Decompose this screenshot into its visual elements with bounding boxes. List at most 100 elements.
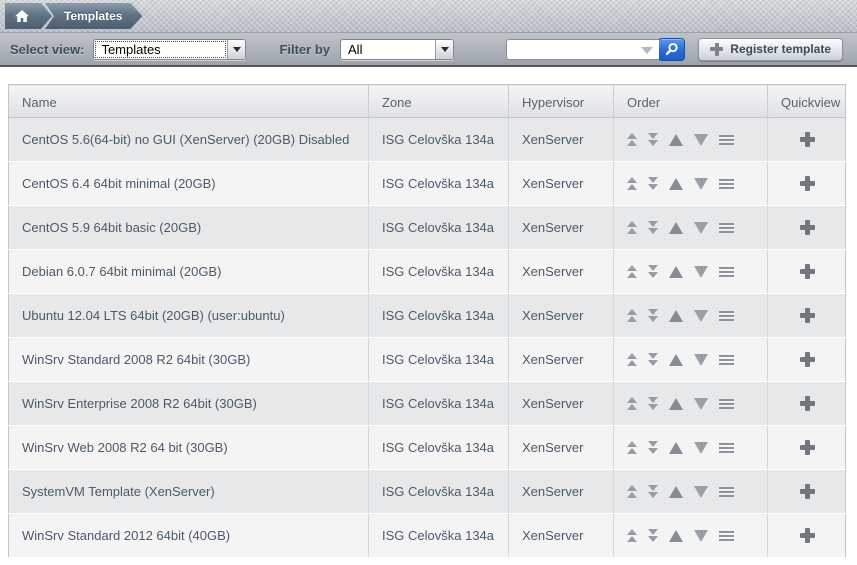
move-to-top-icon[interactable] [627,529,637,542]
select-view-dropdown[interactable]: Templates [93,38,247,60]
drag-handle-icon[interactable] [719,310,734,321]
quickview-cell[interactable] [781,484,845,499]
move-down-icon[interactable] [694,309,708,322]
quickview-plus-icon[interactable] [799,528,815,543]
column-header-name[interactable]: Name [8,84,369,118]
move-down-icon[interactable] [694,441,708,454]
quickview-cell[interactable] [781,352,845,367]
move-down-icon[interactable] [694,221,708,234]
move-to-top-icon[interactable] [627,265,637,278]
move-up-icon[interactable] [669,353,683,366]
search-input[interactable] [507,39,636,59]
move-to-bottom-icon[interactable] [648,221,658,234]
move-up-icon[interactable] [669,397,683,410]
table-row[interactable]: Ubuntu 12.04 LTS 64bit (20GB) (user:ubun… [8,293,846,338]
quickview-cell[interactable] [781,440,845,455]
move-down-icon[interactable] [694,177,708,190]
move-to-top-icon[interactable] [627,353,637,366]
quickview-plus-icon[interactable] [799,352,815,367]
quickview-plus-icon[interactable] [799,264,815,279]
register-template-button[interactable]: Register template [698,37,843,61]
drag-handle-icon[interactable] [719,222,734,233]
move-up-icon[interactable] [669,221,683,234]
quickview-cell[interactable] [781,528,845,543]
move-to-bottom-icon[interactable] [648,309,658,322]
move-to-top-icon[interactable] [627,397,637,410]
move-up-icon[interactable] [669,309,683,322]
move-to-top-icon[interactable] [627,441,637,454]
move-up-icon[interactable] [669,133,683,146]
move-to-top-icon[interactable] [627,485,637,498]
move-down-icon[interactable] [694,353,708,366]
move-down-icon[interactable] [694,485,708,498]
table-row[interactable]: Debian 6.0.7 64bit minimal (20GB) ISG Ce… [8,249,846,294]
drag-handle-icon[interactable] [719,530,734,541]
quickview-plus-icon[interactable] [799,308,815,323]
advanced-search-caret-icon[interactable] [641,46,654,54]
quickview-cell[interactable] [781,132,845,147]
table-row[interactable]: WinSrv Web 2008 R2 64 bit (30GB) ISG Cel… [8,425,846,470]
quickview-plus-icon[interactable] [799,132,815,147]
breadcrumb-home-button[interactable] [5,3,52,29]
drag-handle-icon[interactable] [719,134,734,145]
quickview-cell[interactable] [781,396,845,411]
move-up-icon[interactable] [669,177,683,190]
filter-by-dropdown-button[interactable] [435,39,454,59]
move-to-bottom-icon[interactable] [648,133,658,146]
move-up-icon[interactable] [669,441,683,454]
quickview-plus-icon[interactable] [799,396,815,411]
quickview-plus-icon[interactable] [799,176,815,191]
drag-handle-icon[interactable] [719,486,734,497]
move-up-icon[interactable] [669,529,683,542]
table-row[interactable]: CentOS 5.9 64bit basic (20GB) ISG Celovš… [8,205,846,250]
move-to-bottom-icon[interactable] [648,397,658,410]
quickview-plus-icon[interactable] [799,440,815,455]
move-to-bottom-icon[interactable] [648,441,658,454]
move-up-icon[interactable] [669,485,683,498]
table-body: CentOS 5.6(64-bit) no GUI (XenServer) (2… [8,117,846,558]
move-down-icon[interactable] [694,529,708,542]
move-down-icon[interactable] [694,265,708,278]
table-row[interactable]: CentOS 6.4 64bit minimal (20GB) ISG Celo… [8,161,846,206]
template-name: Debian 6.0.7 64bit minimal (20GB) [22,264,222,279]
move-to-bottom-icon[interactable] [648,353,658,366]
table-row[interactable]: CentOS 5.6(64-bit) no GUI (XenServer) (2… [8,117,846,162]
column-header-quickview: Quickview [767,84,846,118]
move-to-top-icon[interactable] [627,221,637,234]
breadcrumb-item-templates[interactable]: Templates [45,3,142,29]
move-to-top-icon[interactable] [627,309,637,322]
quickview-plus-icon[interactable] [799,484,815,499]
table-row[interactable]: WinSrv Enterprise 2008 R2 64bit (30GB) I… [8,381,846,426]
move-to-bottom-icon[interactable] [648,529,658,542]
quickview-cell[interactable] [781,176,845,191]
filter-by-dropdown[interactable]: All [340,38,455,60]
move-to-bottom-icon[interactable] [648,485,658,498]
order-controls [627,133,767,146]
search-box [506,37,686,61]
drag-handle-icon[interactable] [719,354,734,365]
search-button[interactable] [658,37,686,61]
drag-handle-icon[interactable] [719,398,734,409]
quickview-cell[interactable] [781,308,845,323]
drag-handle-icon[interactable] [719,442,734,453]
move-up-icon[interactable] [669,265,683,278]
drag-handle-icon[interactable] [719,266,734,277]
quickview-cell[interactable] [781,220,845,235]
move-down-icon[interactable] [694,397,708,410]
move-to-top-icon[interactable] [627,133,637,146]
move-to-bottom-icon[interactable] [648,177,658,190]
select-view-label: Select view: [10,41,85,57]
table-row[interactable]: WinSrv Standard 2008 R2 64bit (30GB) ISG… [8,337,846,382]
move-down-icon[interactable] [694,133,708,146]
table-row[interactable]: WinSrv Standard 2012 64bit (40GB) ISG Ce… [8,513,846,558]
move-to-top-icon[interactable] [627,177,637,190]
move-to-bottom-icon[interactable] [648,265,658,278]
quickview-plus-icon[interactable] [799,220,815,235]
column-header-zone[interactable]: Zone [368,84,509,118]
quickview-cell[interactable] [781,264,845,279]
filter-by-label: Filter by [279,41,331,57]
drag-handle-icon[interactable] [719,178,734,189]
select-view-dropdown-button[interactable] [227,39,246,59]
table-row[interactable]: SystemVM Template (XenServer) ISG Celovš… [8,469,846,514]
column-header-hypervisor[interactable]: Hypervisor [508,84,614,118]
